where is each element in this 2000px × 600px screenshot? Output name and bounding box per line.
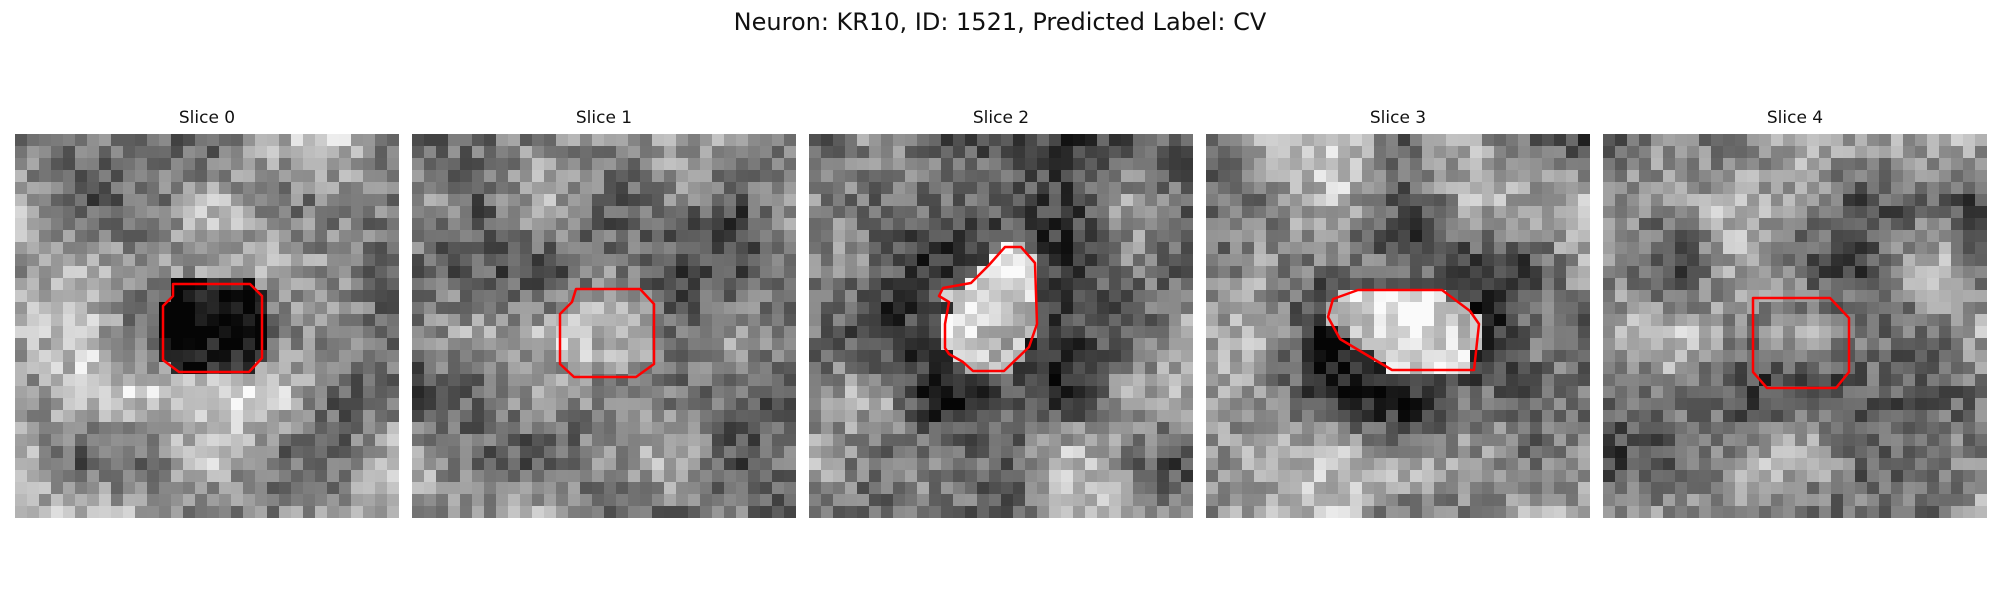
slice-image-2 — [809, 134, 1193, 518]
pixel-grid — [412, 134, 796, 518]
slice-image-4 — [1603, 134, 1987, 518]
slice-title-4: Slice 4 — [1603, 108, 1987, 128]
pixel-grid — [809, 134, 1193, 518]
slice-title-1: Slice 1 — [412, 108, 796, 128]
slice-title-2: Slice 2 — [809, 108, 1193, 128]
slice-title-3: Slice 3 — [1206, 108, 1590, 128]
slice-image-3 — [1206, 134, 1590, 518]
figure-title: Neuron: KR10, ID: 1521, Predicted Label:… — [0, 8, 2000, 36]
pixel-grid — [15, 134, 399, 518]
pixel-grid — [1603, 134, 1987, 518]
slice-image-1 — [412, 134, 796, 518]
slice-image-0 — [15, 134, 399, 518]
pixel-grid — [1206, 134, 1590, 518]
slice-title-0: Slice 0 — [15, 108, 399, 128]
